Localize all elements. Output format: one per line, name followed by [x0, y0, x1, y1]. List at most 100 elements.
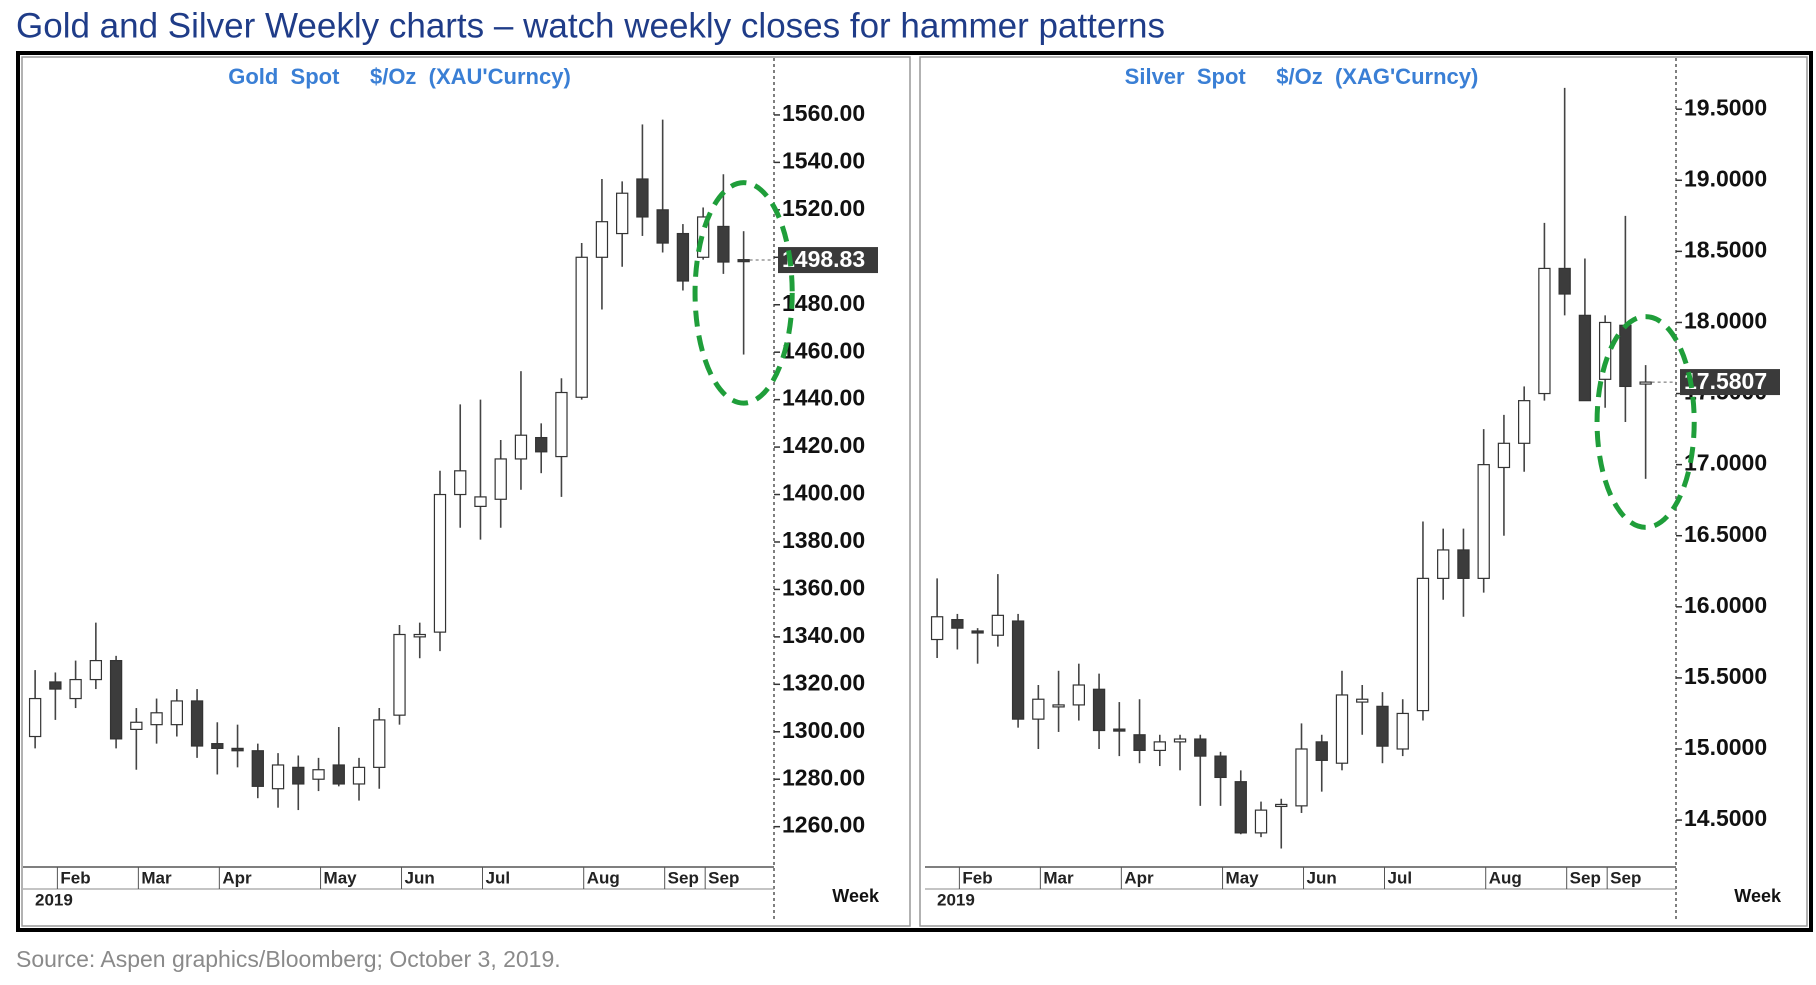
candle-body	[1173, 738, 1187, 743]
y-tick-label: 16.5000	[1684, 521, 1767, 547]
candle-body	[1356, 698, 1369, 703]
candle-body	[1376, 705, 1389, 747]
x-tick-label: Apr	[222, 868, 252, 887]
candle-body	[332, 764, 345, 785]
candle-body	[109, 659, 123, 740]
y-tick-label: 1300.00	[782, 717, 865, 743]
y-tick-label: 1380.00	[782, 527, 865, 553]
candle-body	[352, 766, 366, 785]
candle-body	[373, 719, 386, 768]
x-tick-label: Feb	[962, 868, 992, 887]
candle-body	[1052, 704, 1065, 708]
candle-body	[717, 225, 730, 263]
candle-body	[1133, 734, 1146, 752]
candle-body	[595, 221, 609, 258]
candle-body	[1457, 549, 1470, 579]
panel-frame	[21, 56, 911, 927]
candle-body	[1032, 698, 1045, 720]
candle-body	[494, 458, 507, 500]
y-tick-label: 15.0000	[1684, 734, 1767, 760]
y-tick-label: 15.5000	[1684, 663, 1767, 689]
y-tick-label: 19.5000	[1684, 94, 1767, 120]
candle-body	[1153, 741, 1166, 752]
x-tick-label: Jun	[405, 868, 435, 887]
y-tick-label: 1320.00	[782, 669, 865, 695]
candle-body	[930, 616, 944, 641]
last-value-label: 17.5807	[1684, 368, 1767, 394]
y-tick-label: 1540.00	[782, 147, 865, 173]
candle-body	[676, 232, 690, 282]
x-tick-label: Aug	[587, 868, 620, 887]
y-tick-label: 1480.00	[782, 290, 865, 316]
candle-body	[1437, 549, 1450, 579]
x-tick-label: Jul	[485, 868, 510, 887]
x-tick-label: Sep	[708, 868, 739, 887]
candle-body	[514, 434, 528, 460]
x-tick-label: Feb	[60, 868, 90, 887]
x-tick-label: Mar	[141, 868, 172, 887]
candle-body	[535, 436, 548, 453]
candle-body	[474, 496, 487, 507]
candle-body	[271, 764, 285, 790]
y-tick-label: 1560.00	[782, 100, 865, 126]
candle-body	[1275, 803, 1288, 808]
y-tick-label: 1460.00	[782, 337, 865, 363]
last-value-label: 1498.83	[782, 246, 865, 272]
candle-body	[575, 256, 588, 398]
candle-body	[1011, 620, 1025, 720]
candle-body	[49, 681, 62, 690]
candle-body	[1518, 400, 1531, 444]
candle-body	[1619, 324, 1632, 388]
candle-body	[1092, 688, 1106, 732]
x-tick-label: Sep	[668, 868, 699, 887]
candle-body	[1598, 321, 1612, 380]
x-tick-label: Sep	[1570, 868, 1601, 887]
candle-body	[1396, 712, 1409, 750]
candle-body	[656, 209, 669, 244]
panel-frame	[919, 56, 1808, 927]
y-tick-label: 1420.00	[782, 432, 865, 458]
x-tick-label: Jul	[1387, 868, 1412, 887]
x-tick-label: Aug	[1489, 868, 1522, 887]
candle-body	[1538, 267, 1551, 395]
candle-body	[1194, 738, 1207, 757]
last-value-box	[778, 247, 878, 274]
candle-body	[1416, 577, 1430, 712]
candle-body	[991, 614, 1005, 636]
candle-body	[951, 619, 964, 629]
year-label: 2019	[937, 890, 975, 909]
y-tick-label: 1260.00	[782, 812, 865, 838]
candle-body	[251, 750, 264, 787]
candle-body	[1335, 694, 1349, 764]
candle-body	[130, 721, 143, 730]
candle-body	[231, 747, 244, 752]
y-tick-label: 16.0000	[1684, 592, 1767, 618]
candle-body	[190, 700, 204, 747]
candle-body	[555, 391, 568, 458]
candle-body	[312, 769, 325, 780]
candle-body	[292, 766, 305, 785]
y-tick-label: 18.0000	[1684, 308, 1767, 334]
highlight-ellipse	[1594, 314, 1697, 530]
last-value-box	[1680, 369, 1780, 396]
candle-body	[1497, 442, 1511, 469]
candle-body	[413, 633, 426, 638]
chart-title: Silver Spot $/Oz (XAG'Curncy)	[1125, 64, 1479, 89]
highlight-ellipse	[692, 180, 795, 406]
candle-body	[971, 630, 984, 634]
figure-title: Gold and Silver Weekly charts – watch we…	[16, 6, 1165, 45]
candle-body	[211, 743, 224, 749]
candle-body	[1295, 748, 1308, 807]
candle-body	[69, 678, 82, 700]
outer-frame	[16, 51, 1813, 932]
candle-body	[454, 470, 467, 496]
candle-body	[737, 259, 750, 263]
candle-body	[616, 192, 629, 235]
x-axis-label: Week	[1734, 886, 1782, 906]
y-tick-label: 1280.00	[782, 764, 865, 790]
candle-body	[150, 712, 163, 726]
candle-body	[1214, 755, 1227, 779]
candle-body	[1558, 267, 1571, 295]
